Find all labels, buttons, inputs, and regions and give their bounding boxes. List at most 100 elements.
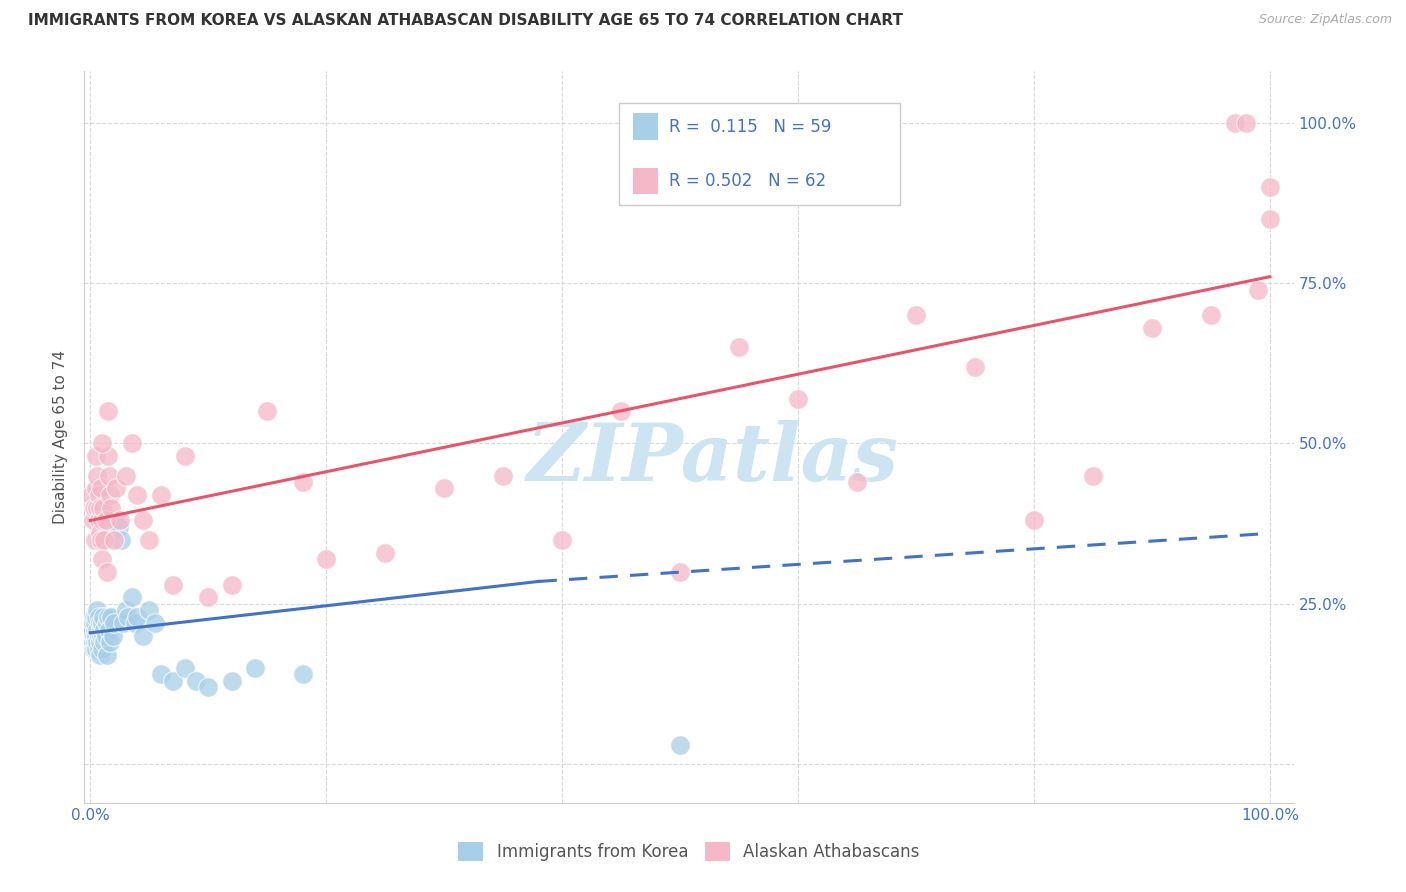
Point xyxy=(97,609,120,624)
Point xyxy=(669,565,692,579)
Point xyxy=(89,635,111,649)
Point xyxy=(138,603,160,617)
Point xyxy=(110,533,132,547)
Point xyxy=(162,577,184,591)
Point xyxy=(98,468,121,483)
Point xyxy=(87,488,110,502)
Point xyxy=(91,641,114,656)
Point xyxy=(221,673,243,688)
Point xyxy=(197,591,219,605)
Point xyxy=(91,436,114,450)
Point xyxy=(90,629,112,643)
Point xyxy=(728,340,751,354)
Point xyxy=(1140,321,1163,335)
Point xyxy=(83,629,105,643)
Point xyxy=(84,623,107,637)
Point xyxy=(84,616,107,631)
Point xyxy=(96,565,118,579)
Point xyxy=(87,609,110,624)
Point xyxy=(905,308,928,322)
Point xyxy=(1022,514,1045,528)
Point xyxy=(121,436,143,450)
Point xyxy=(94,514,117,528)
Point xyxy=(105,482,128,496)
Point xyxy=(87,514,110,528)
Point xyxy=(84,450,107,464)
Point xyxy=(98,635,121,649)
Point xyxy=(256,404,278,418)
Point xyxy=(101,629,124,643)
Point xyxy=(87,641,110,656)
Point xyxy=(1223,116,1246,130)
Text: R =  0.115   N = 59: R = 0.115 N = 59 xyxy=(669,118,831,136)
Point xyxy=(84,482,107,496)
Point xyxy=(91,609,114,624)
Point xyxy=(103,616,125,631)
Point xyxy=(84,533,107,547)
Point xyxy=(86,623,108,637)
Point xyxy=(97,404,120,418)
Point xyxy=(186,673,208,688)
Point xyxy=(138,533,160,547)
Point xyxy=(98,488,121,502)
Point xyxy=(89,648,111,663)
Point xyxy=(1258,211,1281,226)
Point xyxy=(1258,179,1281,194)
Point xyxy=(291,475,314,489)
Point xyxy=(90,623,112,637)
Point xyxy=(100,500,122,515)
Point xyxy=(105,514,128,528)
Point xyxy=(89,616,111,631)
Point xyxy=(82,514,104,528)
Point xyxy=(374,545,396,559)
Point xyxy=(245,661,267,675)
Point xyxy=(90,482,112,496)
Point xyxy=(963,359,986,374)
Point xyxy=(291,667,314,681)
Point xyxy=(86,468,108,483)
Text: R = 0.502   N = 62: R = 0.502 N = 62 xyxy=(669,172,827,190)
Point xyxy=(197,681,219,695)
Text: IMMIGRANTS FROM KOREA VS ALASKAN ATHABASCAN DISABILITY AGE 65 TO 74 CORRELATION : IMMIGRANTS FROM KOREA VS ALASKAN ATHABAS… xyxy=(28,13,903,29)
Point xyxy=(173,450,195,464)
Point xyxy=(127,488,149,502)
Point xyxy=(84,635,107,649)
Point xyxy=(143,616,166,631)
Point xyxy=(124,616,146,631)
Point xyxy=(96,616,118,631)
Point xyxy=(83,641,105,656)
Point xyxy=(83,609,105,624)
Point xyxy=(492,468,515,483)
Point xyxy=(87,629,110,643)
Point xyxy=(112,616,135,631)
Point xyxy=(82,616,104,631)
Point xyxy=(96,648,118,663)
Point xyxy=(162,673,184,688)
Text: ZIPatlas: ZIPatlas xyxy=(527,420,900,498)
Point xyxy=(610,404,633,418)
Point xyxy=(91,552,114,566)
Point xyxy=(86,635,108,649)
Point xyxy=(669,738,692,752)
Point xyxy=(91,500,114,515)
Legend: Immigrants from Korea, Alaskan Athabascans: Immigrants from Korea, Alaskan Athabasca… xyxy=(451,835,927,868)
Point xyxy=(97,450,120,464)
Point xyxy=(94,629,117,643)
Point xyxy=(1199,308,1222,322)
Point xyxy=(433,482,456,496)
Point xyxy=(86,603,108,617)
Point xyxy=(121,591,143,605)
Point xyxy=(114,468,136,483)
Point xyxy=(108,514,131,528)
Point xyxy=(91,616,114,631)
Point xyxy=(846,475,869,489)
Point xyxy=(80,488,103,502)
Point xyxy=(150,488,173,502)
Y-axis label: Disability Age 65 to 74: Disability Age 65 to 74 xyxy=(53,350,69,524)
Point xyxy=(117,609,139,624)
Point xyxy=(80,623,103,637)
Point xyxy=(93,533,115,547)
Point xyxy=(93,635,115,649)
Point xyxy=(551,533,574,547)
Point xyxy=(315,552,337,566)
